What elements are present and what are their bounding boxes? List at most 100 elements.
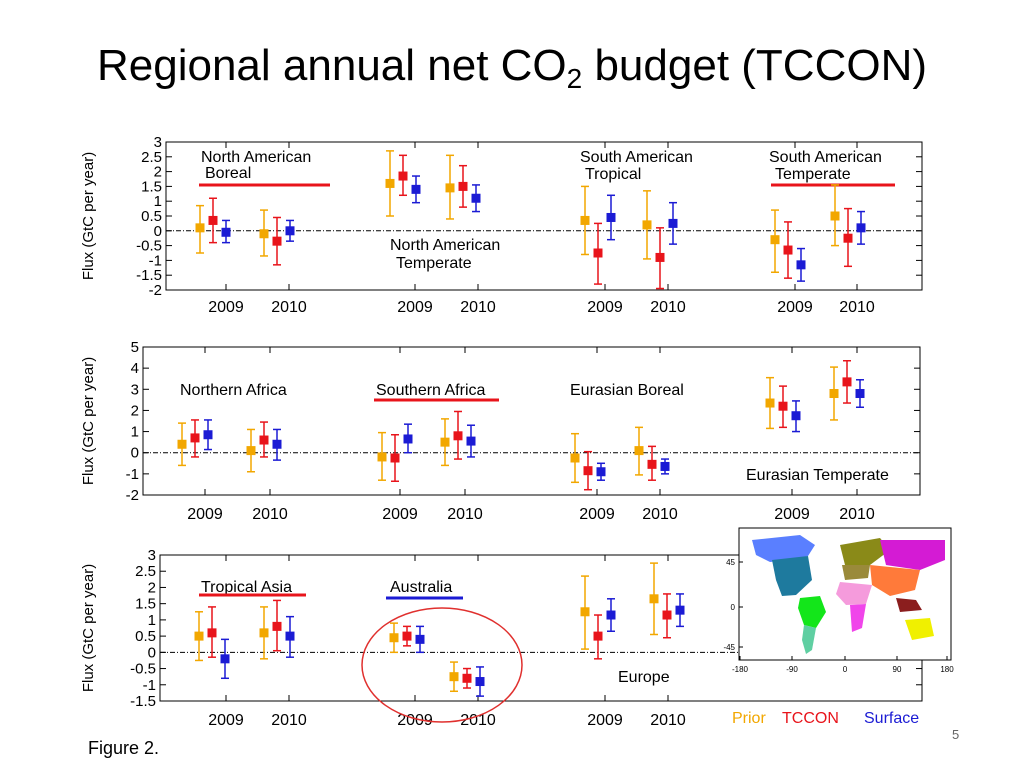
- region-label: Tropical: [585, 166, 641, 183]
- x-tick-label: 2010: [252, 506, 288, 523]
- tccon-point: [778, 401, 788, 411]
- prior-point: [580, 607, 590, 617]
- surface-point: [272, 439, 282, 449]
- prior-point: [259, 628, 269, 638]
- tccon-point: [398, 171, 408, 181]
- prior-point: [770, 235, 780, 245]
- y-tick-label: 2: [148, 579, 156, 596]
- surface-point: [668, 218, 678, 228]
- x-tick-label: 2010: [650, 712, 686, 729]
- x-tick-label: 2009: [587, 299, 623, 316]
- australia-highlight-circle: [361, 607, 523, 723]
- region-tropical-asia: [896, 598, 922, 612]
- region-tropical-asia: Tropical Asia: [194, 579, 306, 680]
- prior-point: [765, 398, 775, 408]
- tccon-point: [842, 377, 852, 387]
- tccon-point: [843, 233, 853, 243]
- surface-point: [415, 634, 425, 644]
- region-eurasian-temperate: Eurasian Temperate: [746, 359, 889, 484]
- map-x-tick-label: -180: [732, 665, 749, 674]
- prior-point: [580, 215, 590, 225]
- prior-point: [649, 594, 659, 604]
- title-mask: [60, 112, 960, 152]
- region-label: Tropical Asia: [201, 579, 292, 596]
- surface-point: [606, 212, 616, 222]
- region-label: Temperate: [396, 255, 472, 272]
- x-tick-label: 2010: [650, 299, 686, 316]
- surface-point: [285, 226, 295, 236]
- slide-number: 5: [952, 727, 960, 742]
- region-europe: [842, 565, 870, 580]
- x-tick-label: 2009: [382, 506, 418, 523]
- x-tick-label: 2010: [271, 299, 307, 316]
- prior-point: [829, 389, 839, 399]
- y-tick-label: 0.5: [141, 208, 162, 225]
- y-tick-label: 2.5: [135, 563, 156, 580]
- map-x-tick-label: 0: [843, 665, 848, 674]
- region-northern-africa: Northern Africa: [177, 382, 287, 473]
- prior-point: [177, 439, 187, 449]
- panel-1: -2-1.5-1-0.500.511.522.53 Flux (GtC per y…: [80, 134, 923, 316]
- tccon-point: [402, 631, 412, 641]
- map-y-tick-label: -45: [723, 643, 735, 652]
- prior-point: [440, 437, 450, 447]
- surface-point: [596, 467, 606, 477]
- tccon-point: [259, 435, 269, 445]
- surface-point: [791, 411, 801, 421]
- tccon-point: [453, 431, 463, 441]
- title-main: Regional annual net CO: [97, 41, 567, 90]
- y-tick-label: 5: [131, 339, 139, 356]
- x-tick-label: 2010: [642, 506, 678, 523]
- legend-prior: Prior: [732, 710, 766, 727]
- region-label: Australia: [390, 579, 452, 596]
- figure-caption: Figure 2.: [88, 738, 160, 758]
- y-tick-label: 2: [154, 164, 162, 181]
- prior-point: [377, 452, 387, 462]
- surface-point: [675, 605, 685, 615]
- map-y-tick-label: 0: [731, 603, 736, 612]
- slide-title: Regional annual net CO2 budget (TCCON): [0, 40, 1024, 140]
- region-sa-temperate: [802, 625, 816, 654]
- tccon-point: [390, 453, 400, 463]
- surface-point: [660, 461, 670, 471]
- prior-point: [445, 183, 455, 193]
- surface-point: [411, 184, 421, 194]
- region-southern-africa: [850, 604, 866, 632]
- surface-point: [471, 193, 481, 203]
- title-tail: budget (TCCON): [582, 41, 927, 90]
- region-label: Southern Africa: [376, 382, 486, 399]
- y-tick-label: 1: [154, 193, 162, 210]
- tccon-point: [647, 459, 657, 469]
- surface-point: [475, 677, 485, 687]
- tccon-point: [462, 673, 472, 683]
- y-tick-label: -1: [149, 252, 162, 269]
- x-tick-label: 2010: [839, 299, 875, 316]
- x-tick-label: 2010: [460, 712, 496, 729]
- y-tick-label: 2: [131, 402, 139, 419]
- region-sa-tropical: [798, 596, 826, 628]
- prior-point: [634, 446, 644, 456]
- y-tick-label: -2: [149, 282, 162, 299]
- tccon-point: [655, 252, 665, 262]
- region-eurasian-boreal: Eurasian Boreal: [570, 382, 684, 491]
- x-tick-label: 2010: [839, 506, 875, 523]
- tccon-point: [458, 181, 468, 191]
- region-eur-temperate-south: [870, 565, 920, 596]
- surface-point: [203, 430, 213, 440]
- x-tick-label: 2009: [208, 712, 244, 729]
- map-x-tick-label: 180: [940, 665, 954, 674]
- region-label: South American: [769, 149, 882, 166]
- x-tick-label: 2010: [271, 712, 307, 729]
- legend-tccon: TCCON: [782, 710, 839, 727]
- prior-point: [389, 633, 399, 643]
- y-tick-label: 1.5: [135, 596, 156, 613]
- x-tick-label: 2010: [447, 506, 483, 523]
- surface-point: [220, 654, 230, 664]
- prior-point: [246, 446, 256, 456]
- y-tick-label: 0: [131, 445, 139, 462]
- region-northern-africa: [836, 582, 872, 605]
- y-tick-label: 3: [131, 381, 139, 398]
